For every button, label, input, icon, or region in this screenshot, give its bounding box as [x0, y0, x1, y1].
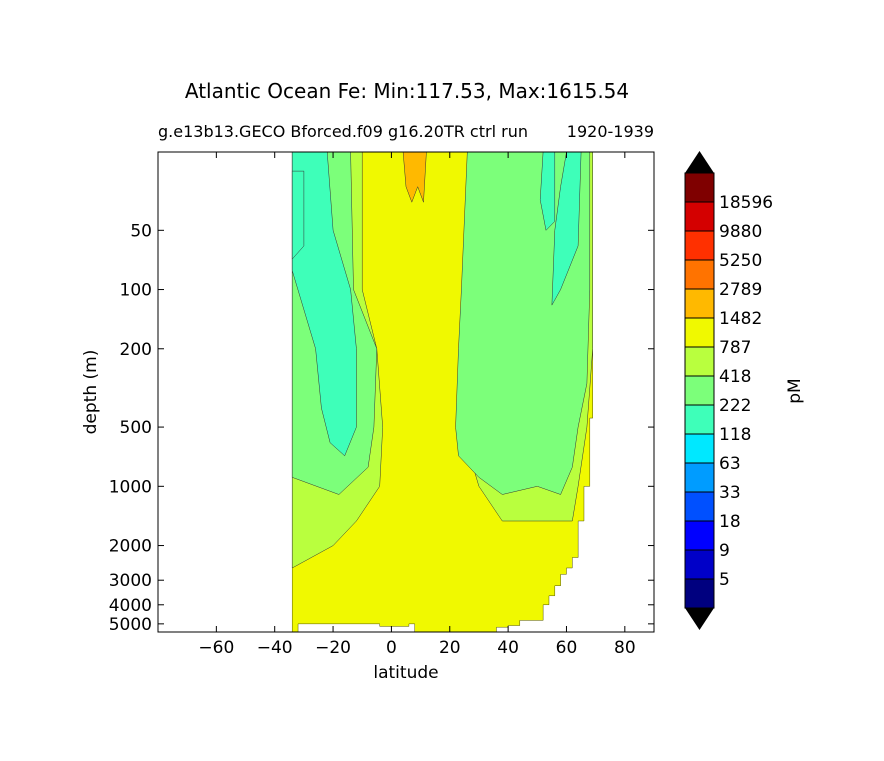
colorbar-tick-label: 9880: [719, 222, 762, 242]
x-tick-label: 20: [439, 638, 461, 658]
x-tick-label: 40: [497, 638, 519, 658]
colorbar-extend-bottom: [685, 608, 714, 630]
x-tick-label: −40: [257, 638, 293, 658]
x-tick-label: 60: [556, 638, 578, 658]
contour-region-222-7: [539, 152, 556, 231]
colorbar-swatch: [685, 260, 714, 289]
colorbar-tick-label: 118: [719, 425, 751, 445]
y-tick-label: 1000: [109, 477, 152, 497]
colorbar-tick-label: 18596: [719, 193, 773, 213]
colorbar: 5 9 18 33 63 118 222 418 787 1482 2789 5250 9880 1859…: [684, 151, 773, 630]
colorbar-swatch: [685, 347, 714, 376]
colorbar-swatch: [685, 202, 714, 231]
colorbar-swatch: [685, 173, 714, 202]
colorbar-swatch: [685, 376, 714, 405]
colorbar-tick-label: 63: [719, 454, 741, 474]
contour-region-222-5: [291, 170, 305, 260]
colorbar-swatch: [685, 289, 714, 318]
colorbar-tick-label: 222: [719, 396, 751, 416]
x-tick-label: 80: [614, 638, 636, 658]
contour-region-222-6: [551, 152, 582, 306]
colorbar-tick-label: 2789: [719, 280, 762, 300]
x-axis-label: latitude: [373, 663, 438, 683]
colorbar-border: [684, 172, 715, 609]
colorbar-swatch: [685, 579, 714, 608]
x-axis-ticks: −60 −40 −20 0 20 40 60 80: [198, 152, 636, 658]
colorbar-swatch: [685, 434, 714, 463]
contour-field: [291, 152, 593, 632]
colorbar-swatch: [685, 405, 714, 434]
y-tick-label: 4000: [109, 596, 152, 616]
colorbar-tick-label: 5: [719, 570, 730, 590]
y-tick-label: 200: [120, 340, 152, 360]
x-tick-label: −20: [315, 638, 351, 658]
y-tick-label: 5000: [109, 615, 152, 635]
y-tick-label: 2000: [109, 537, 152, 557]
plot-axes: Atlantic Ocean Fe: Min:117.53, Max:1615.…: [81, 79, 655, 683]
colorbar-tick-label: 9: [719, 541, 730, 561]
contour-region-1482-8: [402, 152, 427, 203]
y-tick-label: 3000: [109, 571, 152, 591]
colorbar-swatch: [685, 492, 714, 521]
colorbar-tick-label: 787: [719, 338, 751, 358]
colorbar-tick-label: 418: [719, 367, 751, 387]
colorbar-label: pM: [785, 378, 805, 403]
y-axis-label: depth (m): [81, 350, 101, 435]
y-tick-label: 500: [120, 418, 152, 438]
chart-title: Atlantic Ocean Fe: Min:117.53, Max:1615.…: [185, 79, 629, 103]
y-tick-label: 50: [130, 221, 152, 241]
colorbar-tick-label: 1482: [719, 309, 762, 329]
colorbar-tick-label: 18: [719, 512, 741, 532]
y-tick-label: 100: [120, 281, 152, 301]
plot-frame: [157, 151, 655, 633]
colorbar-swatch: [685, 318, 714, 347]
contour-region-222-4: [291, 152, 357, 457]
colorbar-swatch: [685, 550, 714, 579]
plot-border: [157, 151, 655, 633]
colorbar-tick-label: 5250: [719, 251, 762, 271]
colorbar-tick-label: 33: [719, 483, 741, 503]
chart-subtitle-left: g.e13b13.GECO Bforced.f09 g16.20TR ctrl …: [158, 122, 528, 141]
colorbar-swatch: [685, 231, 714, 260]
colorbar-swatch: [685, 463, 714, 492]
colorbar-extend-top: [685, 151, 714, 173]
colorbar-swatch: [685, 521, 714, 550]
x-tick-label: −60: [198, 638, 234, 658]
chart-subtitle-right: 1920-1939: [567, 122, 654, 141]
x-tick-label: 0: [386, 638, 397, 658]
